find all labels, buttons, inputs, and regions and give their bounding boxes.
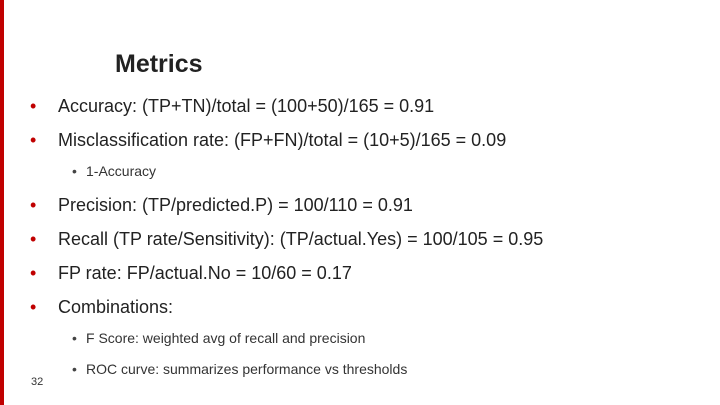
bullet: • — [30, 130, 37, 150]
bullet: • — [30, 297, 37, 317]
bullet: • — [30, 96, 37, 116]
bullet: • — [30, 229, 37, 249]
sub-bullet: • — [72, 163, 77, 179]
slide-number: 32 — [31, 376, 44, 388]
bullet-text: Combinations: — [58, 297, 174, 317]
bullet: • — [30, 195, 37, 215]
slide-title: Metrics — [115, 50, 203, 78]
bullet-text: Misclassification rate: (FP+FN)/total = … — [58, 130, 507, 150]
bullet-text: Precision: (TP/predicted.P) = 100/110 = … — [58, 195, 413, 215]
sub-bullet: • — [72, 330, 77, 346]
bullet: • — [30, 263, 37, 283]
sub-bullet-text: 1-Accuracy — [86, 163, 157, 179]
accent-bar — [0, 0, 4, 405]
sub-bullet-text: F Score: weighted avg of recall and prec… — [86, 330, 366, 346]
sub-bullet-text: ROC curve: summarizes performance vs thr… — [86, 361, 408, 377]
bullet-text: Accuracy: (TP+TN)/total = (100+50)/165 =… — [58, 96, 435, 116]
bullet-text: FP rate: FP/actual.No = 10/60 = 0.17 — [58, 263, 352, 283]
sub-bullet: • — [72, 361, 77, 377]
bullet-text: Recall (TP rate/Sensitivity): (TP/actual… — [58, 229, 544, 249]
